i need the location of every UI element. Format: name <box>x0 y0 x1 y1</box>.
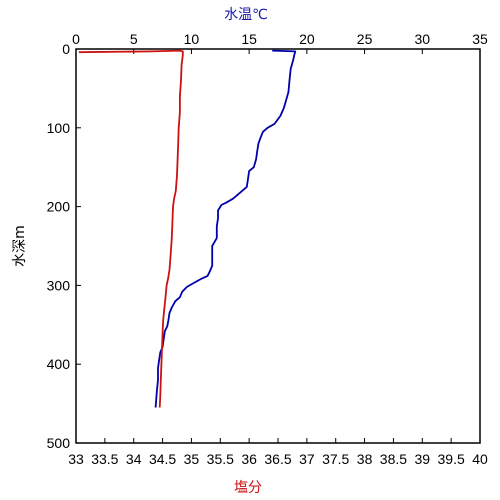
left-tick-label: 300 <box>47 277 71 293</box>
bottom-tick-label: 37 <box>299 451 315 467</box>
bottom-tick-label: 40 <box>472 451 488 467</box>
left-tick-label: 500 <box>47 435 71 451</box>
bottom-tick-label: 35 <box>184 451 200 467</box>
top-tick-label: 0 <box>72 31 80 47</box>
bottom-tick-label: 36.5 <box>264 451 291 467</box>
top-axis-label: 水温℃ <box>224 7 268 23</box>
bottom-tick-label: 39 <box>414 451 430 467</box>
bottom-tick-label: 34.5 <box>149 451 176 467</box>
left-tick-label: 100 <box>47 120 71 136</box>
top-tick-label: 25 <box>357 31 373 47</box>
top-tick-label: 5 <box>130 31 138 47</box>
top-tick-label: 15 <box>241 31 257 47</box>
bottom-tick-label: 38.5 <box>380 451 407 467</box>
temperature-profile-line <box>154 49 297 408</box>
bottom-tick-label: 35.5 <box>207 451 234 467</box>
bottom-tick-label: 33 <box>68 451 84 467</box>
axes-layer: 0 5 10 15 20 25 30 35 33 33.5 34 34.5 35 35.5 36 36.5 37… <box>47 31 488 467</box>
left-tick-label: 400 <box>47 356 71 372</box>
bottom-tick-label: 36 <box>241 451 257 467</box>
top-tick-label: 35 <box>472 31 488 47</box>
top-tick-label: 20 <box>299 31 315 47</box>
left-tick-label: 200 <box>47 199 71 215</box>
left-axis-label: 水深m <box>12 225 28 267</box>
top-tick-label: 10 <box>184 31 200 47</box>
bottom-tick-label: 33.5 <box>91 451 118 467</box>
plot-frame <box>75 48 481 444</box>
top-tick-label: 30 <box>414 31 430 47</box>
series-layer <box>78 49 297 408</box>
bottom-axis-label: 塩分 <box>234 480 262 496</box>
bottom-tick-label: 34 <box>126 451 142 467</box>
left-tick-label: 0 <box>62 41 70 57</box>
salinity-profile-line <box>78 49 184 408</box>
bottom-tick-label: 38 <box>357 451 373 467</box>
bottom-tick-label: 39.5 <box>438 451 465 467</box>
bottom-tick-label: 37.5 <box>322 451 349 467</box>
